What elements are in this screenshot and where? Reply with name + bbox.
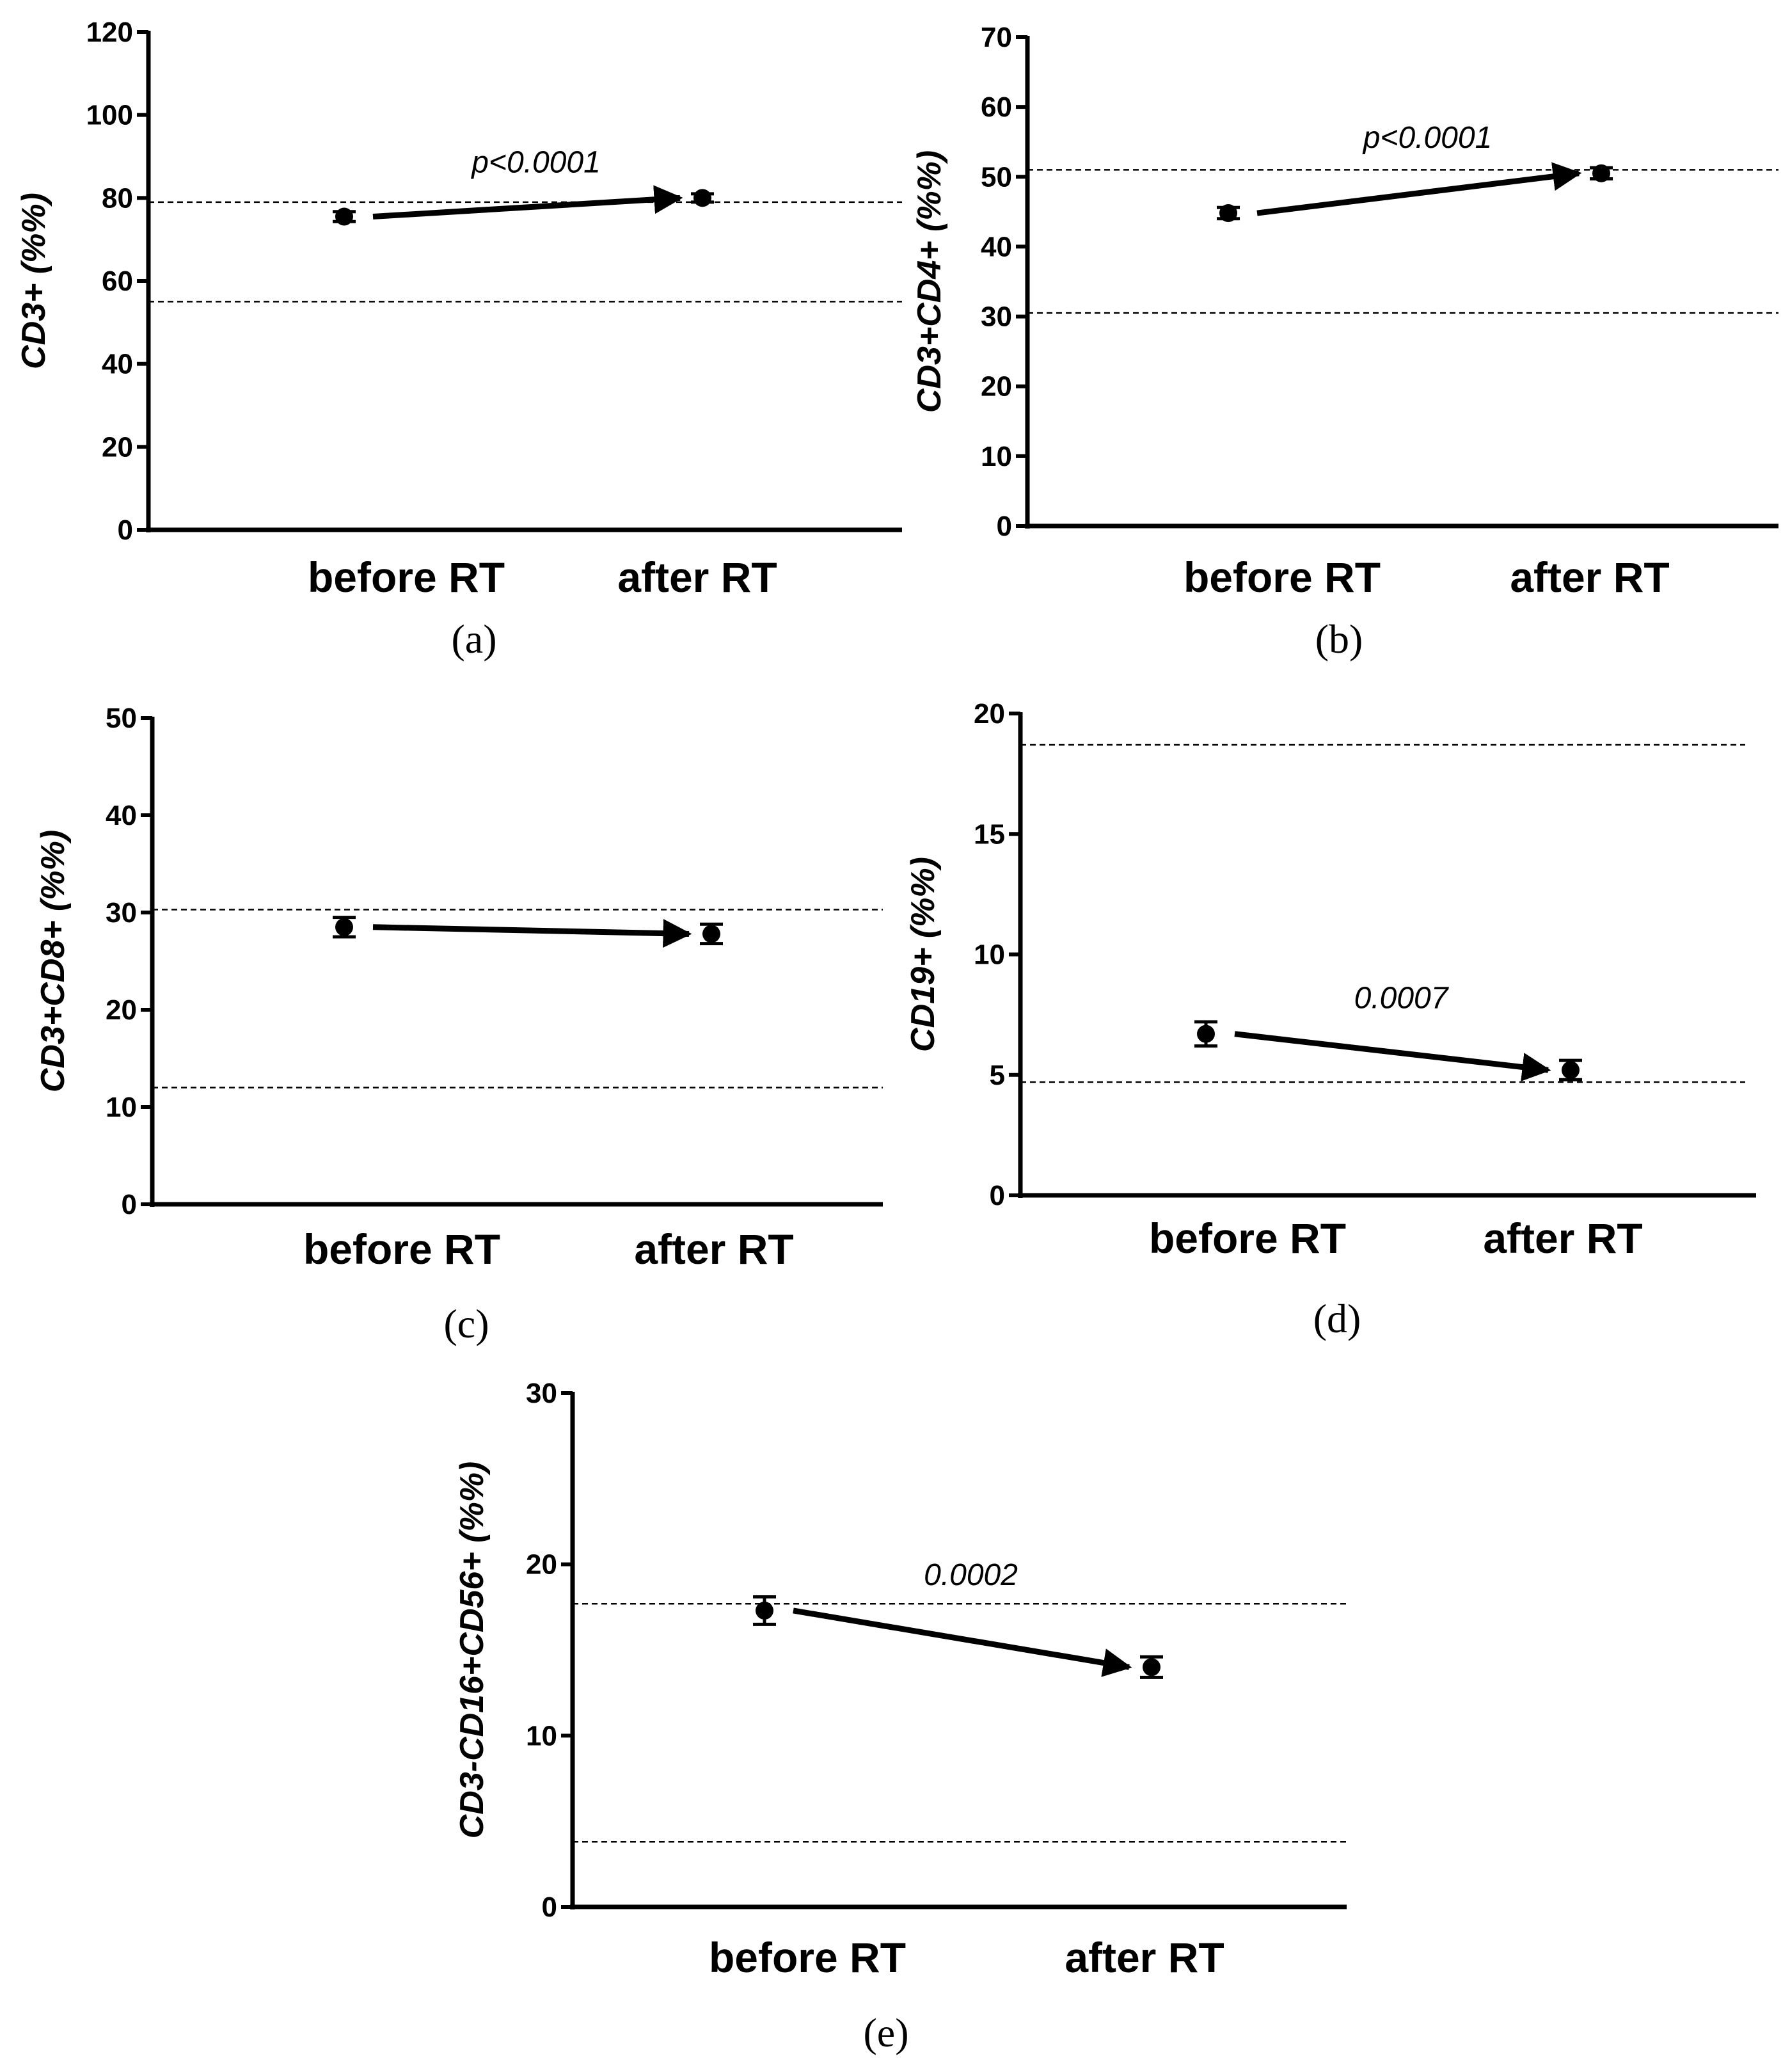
trend-arrow xyxy=(372,185,683,220)
y-tick-label: 50 xyxy=(106,703,137,734)
y-tick-label: 80 xyxy=(102,182,133,214)
category-label: after RT xyxy=(1483,1215,1642,1262)
p-value-label: 0.0007 xyxy=(1354,982,1450,1016)
panel-d: 0 5 10 15 20 CD19+ (%%) before RT after RT 0.000… xyxy=(905,698,1756,1341)
y-tick-label: 5 xyxy=(990,1060,1005,1091)
panel-caption: (e) xyxy=(863,2010,908,2055)
data-point xyxy=(1592,164,1610,182)
y-tick-label: 0 xyxy=(122,1189,137,1220)
panel-caption: (c) xyxy=(443,1301,489,1346)
trend-arrow xyxy=(1256,162,1582,216)
category-label: before RT xyxy=(709,1934,906,1981)
data-point xyxy=(693,189,711,207)
category-label: after RT xyxy=(634,1225,793,1273)
y-tick-label: 0 xyxy=(118,514,133,546)
trend-arrow xyxy=(372,919,692,948)
panel-caption: (b) xyxy=(1315,616,1363,662)
y-tick-label: 10 xyxy=(974,939,1005,971)
y-tick-label: 10 xyxy=(526,1720,557,1751)
category-label: before RT xyxy=(308,554,505,601)
category-label: before RT xyxy=(1149,1215,1346,1262)
y-axis-title: CD3+CD8+ (%%) xyxy=(35,830,72,1092)
y-tick-label: 10 xyxy=(106,1092,137,1123)
y-tick-label: 0 xyxy=(990,1180,1005,1211)
data-point xyxy=(702,925,720,943)
y-tick-label: 40 xyxy=(981,231,1012,262)
y-tick-label: 30 xyxy=(981,301,1012,333)
y-tick-label: 100 xyxy=(86,100,133,131)
y-tick-label: 0 xyxy=(997,511,1012,542)
p-value-label: p<0.0001 xyxy=(470,145,601,179)
y-tick-label: 20 xyxy=(526,1549,557,1581)
y-tick-label: 30 xyxy=(106,897,137,928)
y-tick-label: 60 xyxy=(981,92,1012,123)
data-point xyxy=(1143,1658,1160,1677)
y-tick-label: 15 xyxy=(974,818,1005,850)
data-point xyxy=(1562,1061,1580,1080)
panel-c: 0 10 20 30 40 50 CD3+CD8+ (%%) before RT after R… xyxy=(35,703,883,1346)
y-tick-label: 20 xyxy=(981,371,1012,402)
panel-e: 0 10 20 30 CD3-CD16+CD56+ (%%) before RT after… xyxy=(454,1378,1347,2055)
category-label: before RT xyxy=(1184,554,1381,601)
panel-a: 0 20 40 60 80 100 120 CD3+ (%%) before RT after R… xyxy=(15,17,902,662)
category-label: after RT xyxy=(1510,554,1669,601)
y-tick-label: 20 xyxy=(974,698,1005,729)
category-label: after RT xyxy=(1065,1934,1224,1981)
panel-caption: (d) xyxy=(1313,1296,1361,1341)
y-axis-title: CD3-CD16+CD56+ (%%) xyxy=(454,1462,491,1839)
data-point xyxy=(756,1601,773,1620)
y-tick-label: 40 xyxy=(106,800,137,831)
trend-arrow xyxy=(793,1607,1132,1677)
y-tick-label: 50 xyxy=(981,161,1012,193)
data-point xyxy=(1197,1024,1215,1043)
y-axis-title: CD3+CD4+ (%%) xyxy=(911,150,948,413)
p-value-label: p<0.0001 xyxy=(1362,121,1493,155)
p-value-label: 0.0002 xyxy=(924,1558,1018,1592)
data-point xyxy=(1219,204,1237,223)
y-tick-label: 0 xyxy=(542,1892,557,1923)
y-tick-label: 30 xyxy=(526,1378,557,1409)
y-tick-label: 120 xyxy=(86,17,133,48)
y-axis-title: CD3+ (%%) xyxy=(15,193,52,369)
y-tick-label: 40 xyxy=(102,349,133,380)
y-tick-label: 60 xyxy=(102,266,133,297)
panel-b: 0 10 20 30 40 50 60 70 CD3+CD4+ (%%) before RT aft… xyxy=(911,22,1778,662)
data-point xyxy=(335,918,353,936)
category-label: before RT xyxy=(303,1225,500,1273)
y-tick-label: 10 xyxy=(981,441,1012,472)
category-label: after RT xyxy=(617,554,777,601)
panel-caption: (a) xyxy=(451,616,496,662)
data-point xyxy=(335,207,353,226)
y-tick-label: 70 xyxy=(981,22,1012,53)
trend-arrow xyxy=(1234,1031,1551,1081)
y-tick-label: 20 xyxy=(106,994,137,1026)
y-tick-label: 20 xyxy=(102,431,133,463)
y-axis-title: CD19+ (%%) xyxy=(905,857,942,1052)
